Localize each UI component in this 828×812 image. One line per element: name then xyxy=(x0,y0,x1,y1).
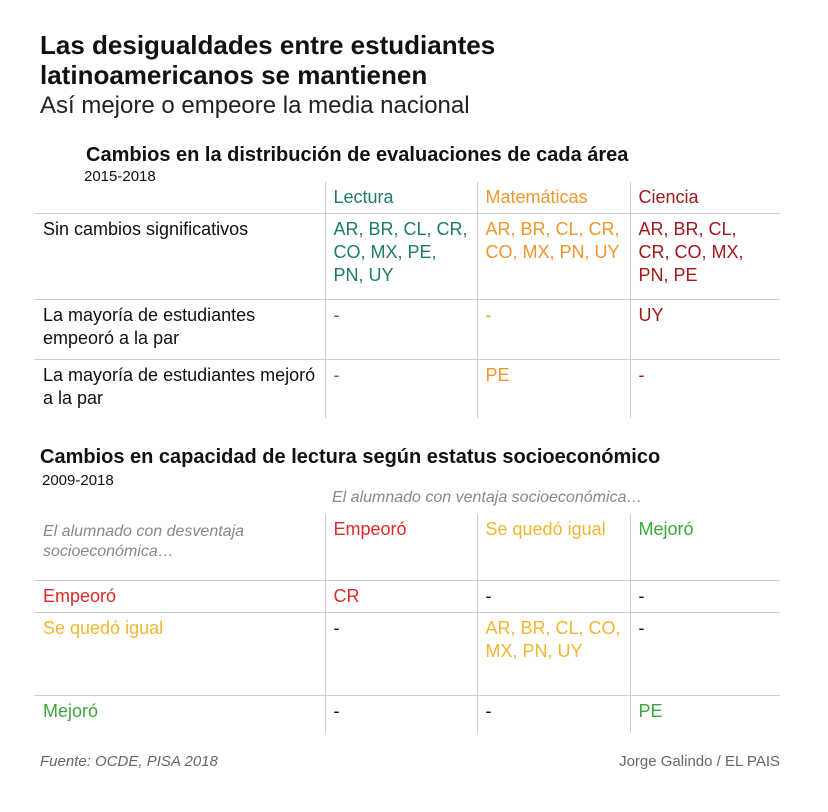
column-note: El alumnado con ventaja socioeconómica… xyxy=(332,489,643,506)
table1: Lectura Matemáticas Ciencia Sin cambios … xyxy=(35,182,780,418)
cell: CR xyxy=(324,580,477,613)
table1-header-row: Lectura Matemáticas Ciencia xyxy=(35,182,780,214)
col-header: Lectura xyxy=(324,182,477,214)
row-label: La mayoría de estudiantes empeoró a la p… xyxy=(35,299,325,360)
table-row: La mayoría de estudiantes mejoró a la pa… xyxy=(35,359,780,418)
cell: - xyxy=(324,695,477,733)
cell: AR, BR, CL, CR, CO, MX, PE, PN, UY xyxy=(324,213,477,300)
cell: - xyxy=(476,580,630,613)
cell: AR, BR, CL, CO, MX, PN, UY xyxy=(476,612,630,696)
table2: El alumnado con desventaja socioeconómic… xyxy=(35,514,780,733)
table1-years: 2015-2018 xyxy=(84,168,156,185)
row-label: Empeoró xyxy=(35,580,325,613)
source: Fuente: OCDE, PISA 2018 xyxy=(40,753,218,770)
cell: PE xyxy=(476,359,630,418)
cell: PE xyxy=(629,695,780,733)
row-label: Mejoró xyxy=(43,700,99,721)
col-header: Mejoró xyxy=(629,514,780,581)
cell: - xyxy=(324,359,477,418)
cell: - xyxy=(629,359,780,418)
row-label: Se quedó igual xyxy=(35,612,325,696)
table-row: Mejoró - - PE xyxy=(35,695,780,733)
cell: - xyxy=(476,695,630,733)
credit: Jorge Galindo / EL PAIS xyxy=(619,753,780,770)
cell: - xyxy=(324,612,477,696)
table2-header-row: El alumnado con desventaja socioeconómic… xyxy=(35,514,780,581)
table-row: Sin cambios significativos AR, BR, CL, C… xyxy=(35,213,780,300)
title: Las desigualdades entre estudiantes lati… xyxy=(40,30,496,90)
cell: - xyxy=(629,580,780,613)
table-row: Se quedó igual - AR, BR, CL, CO, MX, PN,… xyxy=(35,612,780,696)
col-header: Se quedó igual xyxy=(476,514,630,581)
cell: - xyxy=(324,299,477,360)
table-row: La mayoría de estudiantes empeoró a la p… xyxy=(35,299,780,360)
col-header: Empeoró xyxy=(324,514,477,581)
cell: AR, BR, CL, CR, CO, MX, PN, PE xyxy=(629,213,780,300)
table2-heading: Cambios en capacidad de lectura según es… xyxy=(40,446,661,468)
subtitle: Así mejore o empeore la media nacional xyxy=(40,92,470,119)
row-label: Sin cambios significativos xyxy=(35,213,325,300)
row-note: El alumnado con desventaja socioeconómic… xyxy=(35,514,325,581)
col-header: Matemáticas xyxy=(476,182,630,214)
table2-years: 2009-2018 xyxy=(42,472,114,489)
col-header: Ciencia xyxy=(629,182,780,214)
cell: UY xyxy=(629,299,780,360)
cell: - xyxy=(476,299,630,360)
row-label: La mayoría de estudiantes mejoró a la pa… xyxy=(43,365,316,408)
cell: AR, BR, CL, CR, CO, MX, PN, UY xyxy=(476,213,630,300)
table-row: Empeoró CR - - xyxy=(35,580,780,613)
cell: - xyxy=(629,612,780,696)
table1-heading: Cambios en la distribución de evaluacion… xyxy=(86,144,629,166)
